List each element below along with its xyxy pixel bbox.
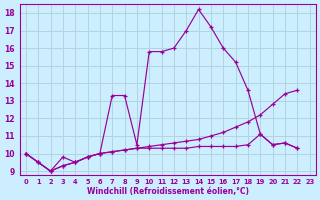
X-axis label: Windchill (Refroidissement éolien,°C): Windchill (Refroidissement éolien,°C) (87, 187, 249, 196)
